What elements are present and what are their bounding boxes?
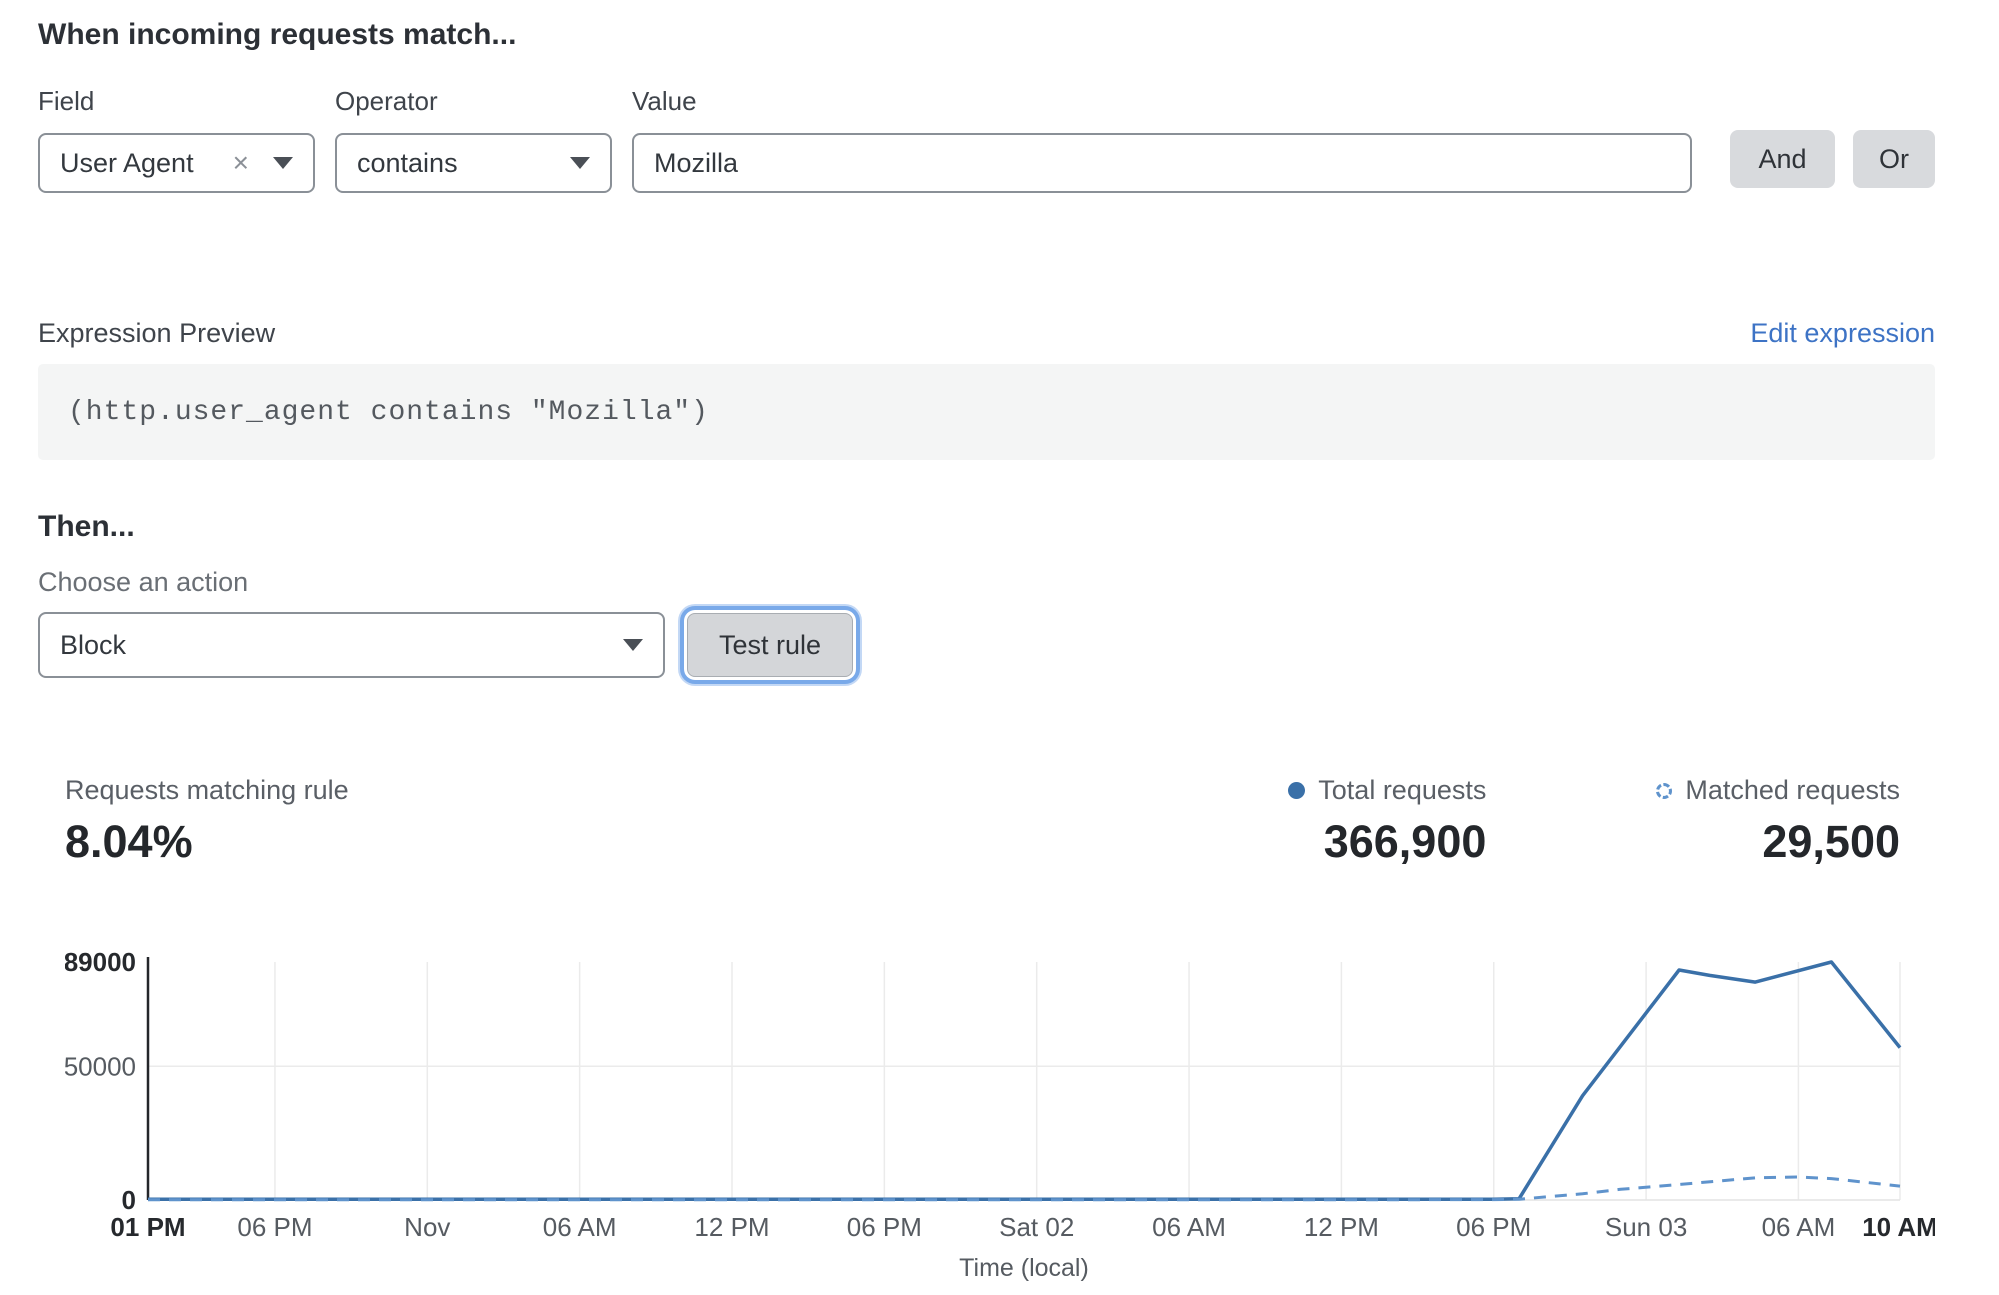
rule-builder-row: Field User Agent × Operator contains Val… (38, 86, 1935, 193)
value-input[interactable] (632, 133, 1692, 193)
stats-row: Requests matching rule 8.04% Total reque… (65, 775, 1900, 868)
chevron-down-icon (273, 157, 293, 169)
chevron-down-icon (623, 639, 643, 651)
svg-text:Time (local): Time (local) (959, 1254, 1089, 1282)
operator-label: Operator (335, 86, 438, 116)
page-title: When incoming requests match... (38, 18, 517, 51)
svg-text:50000: 50000 (65, 1051, 136, 1081)
stat-matched-requests: Matched requests 29,500 (1656, 775, 1900, 868)
svg-text:12 PM: 12 PM (694, 1212, 769, 1242)
expression-code: (http.user_agent contains "Mozilla") (68, 396, 709, 428)
solid-dot-icon (1288, 782, 1306, 799)
svg-text:12 PM: 12 PM (1304, 1212, 1379, 1242)
clear-field-icon[interactable]: × (232, 147, 249, 178)
stat-total-requests: Total requests 366,900 (1288, 775, 1486, 868)
svg-text:06 AM: 06 AM (543, 1212, 617, 1242)
matched-requests-value: 29,500 (1762, 816, 1900, 867)
svg-text:06 PM: 06 PM (237, 1212, 312, 1242)
operator-select[interactable]: contains (335, 133, 612, 193)
operator-group: Operator contains (315, 86, 612, 193)
svg-text:Sat 02: Sat 02 (999, 1212, 1074, 1242)
field-select[interactable]: User Agent × (38, 133, 315, 193)
requests-time-series-svg: 0 50000 89000 01 PM 06 PM Nov 06 AM 12 PM 06 PM S… (64, 947, 1938, 1282)
requests-chart: 0 50000 89000 01 PM 06 PM Nov 06 AM 12 PM 06 PM S… (64, 947, 1938, 1293)
total-requests-legend: Total requests (1288, 775, 1486, 806)
field-label: Field (38, 86, 95, 116)
svg-text:0: 0 (122, 1185, 136, 1215)
expression-preview-label: Expression Preview (38, 318, 276, 348)
chevron-down-icon (570, 157, 590, 169)
then-heading: Then... (38, 510, 135, 543)
svg-text:10 AM: 10 AM (1862, 1212, 1935, 1242)
action-select[interactable]: Block (38, 612, 665, 678)
value-group: Value (632, 86, 1692, 193)
svg-text:Sun 03: Sun 03 (1605, 1212, 1687, 1242)
svg-text:06 AM: 06 AM (1762, 1212, 1836, 1242)
rule-preview-report: Requests matching rule 8.04% Total reque… (65, 775, 1900, 868)
value-label: Value (632, 86, 697, 116)
and-button[interactable]: And (1730, 130, 1835, 188)
expression-preview-box: (http.user_agent contains "Mozilla") (38, 364, 1935, 460)
matched-requests-label: Matched requests (1685, 775, 1900, 805)
matched-requests-legend: Matched requests (1656, 775, 1900, 806)
svg-text:06 PM: 06 PM (1456, 1212, 1531, 1242)
test-rule-button[interactable]: Test rule (687, 613, 853, 677)
total-requests-label: Total requests (1318, 775, 1487, 805)
svg-text:01 PM: 01 PM (110, 1212, 185, 1242)
field-group: Field User Agent × (38, 86, 315, 193)
matching-rule-value: 8.04% (65, 816, 193, 867)
svg-text:06 PM: 06 PM (847, 1212, 922, 1242)
field-select-value: User Agent (60, 147, 194, 178)
and-or-buttons: And Or (1730, 130, 1935, 188)
or-button[interactable]: Or (1853, 130, 1935, 188)
expression-header: Expression Preview Edit expression (38, 318, 1935, 349)
edit-expression-link[interactable]: Edit expression (1750, 318, 1935, 348)
svg-text:89000: 89000 (65, 948, 136, 977)
dashed-circle-icon (1656, 782, 1673, 799)
operator-select-value: contains (357, 147, 458, 178)
action-select-value: Block (60, 629, 127, 660)
stat-matching-rule: Requests matching rule 8.04% (65, 775, 349, 868)
total-requests-value: 366,900 (1323, 816, 1487, 867)
matching-rule-label: Requests matching rule (65, 775, 349, 805)
svg-text:Nov: Nov (404, 1212, 450, 1242)
choose-action-label: Choose an action (38, 567, 249, 597)
action-row: Block Test rule (38, 612, 853, 678)
svg-text:06 AM: 06 AM (1152, 1212, 1226, 1242)
